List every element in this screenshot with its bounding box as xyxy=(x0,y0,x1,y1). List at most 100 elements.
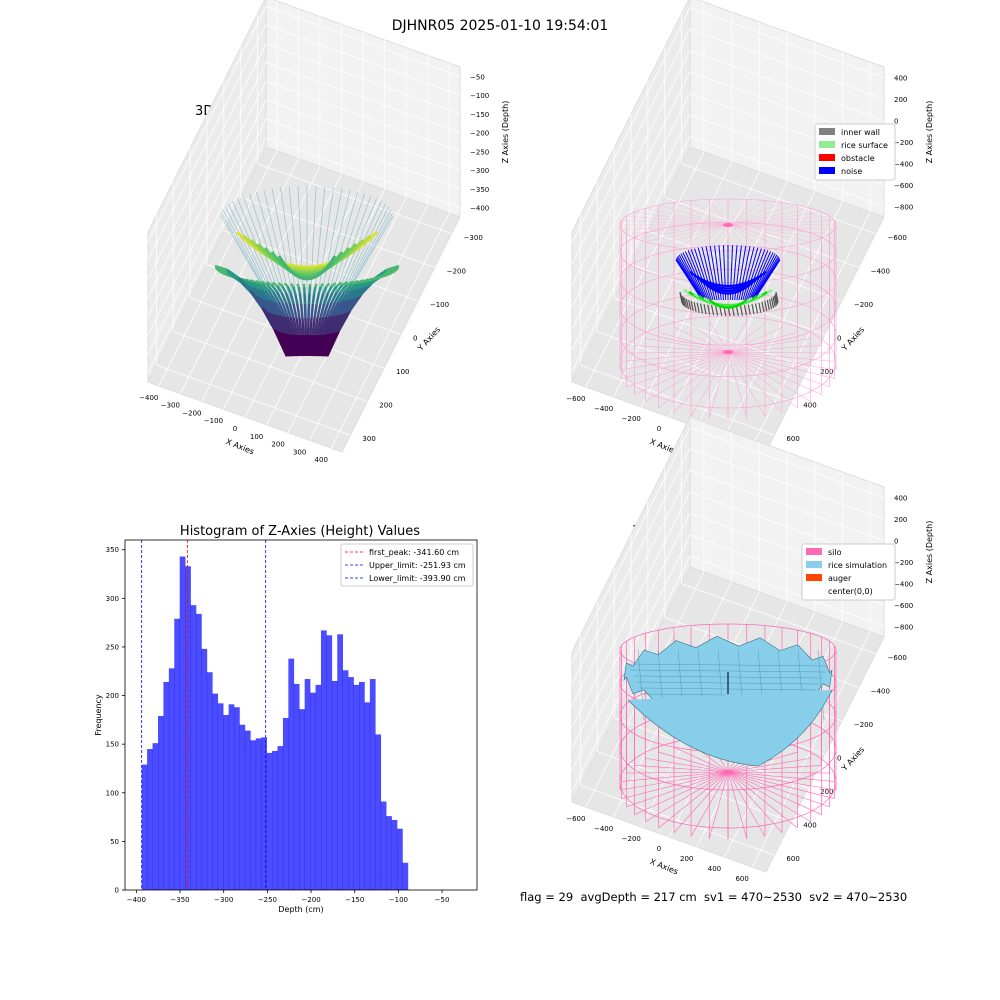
sim-silo-base-spoke xyxy=(673,746,729,773)
hist-bar xyxy=(228,704,235,890)
cls-silo-base-spoke xyxy=(645,337,729,353)
raw-surface-strip xyxy=(294,293,299,304)
hist-legend-label: Lower_limit: -393.90 cm xyxy=(369,574,466,583)
hist-bar xyxy=(277,746,284,890)
hist-ytick-label: 150 xyxy=(106,741,119,749)
sim-legend-box xyxy=(801,543,896,601)
raw-surface-strip xyxy=(249,290,264,309)
cls-center-mark xyxy=(723,350,733,354)
hist-bar xyxy=(331,680,338,890)
raw-grid-z xyxy=(147,5,461,242)
cls-ytick-label: −200 xyxy=(854,301,873,309)
cls-silo-base-spoke xyxy=(673,326,729,353)
hist-bar xyxy=(266,752,273,890)
hist-bar xyxy=(179,556,186,890)
raw-grid-z xyxy=(147,99,461,336)
sim-silo-base-spoke xyxy=(621,771,729,799)
cls-silo-top-spoke xyxy=(727,224,798,246)
cls-silo-base-spoke xyxy=(727,351,822,395)
cls-legend-label: obstacle xyxy=(841,154,875,163)
raw-surface-strip xyxy=(271,300,281,317)
sim-rice-mesh xyxy=(630,669,826,673)
raw-surface-strip xyxy=(327,314,338,335)
hist-xtick-label: −200 xyxy=(301,896,320,904)
raw-surface-strip xyxy=(353,285,366,299)
raw-ztick-label: −100 xyxy=(470,92,489,100)
hist-bar xyxy=(288,658,295,890)
cls-silo-base-spoke xyxy=(645,351,729,402)
raw-surface-strip xyxy=(316,303,322,318)
raw-grid-z xyxy=(147,137,461,373)
raw-surface-strip xyxy=(278,315,289,335)
cls-silo-base-spoke xyxy=(727,351,783,413)
raw-surface-strip xyxy=(319,283,324,288)
hist-bar xyxy=(152,743,159,890)
sim-silo-base-spoke xyxy=(727,757,811,773)
cls-silo-top-spoke xyxy=(727,224,830,235)
sim-silo-base-spoke xyxy=(727,765,822,773)
raw-surface-strip xyxy=(315,316,322,335)
cls-legend-label: rice surface xyxy=(841,141,888,150)
cls-silo-base-spoke xyxy=(634,345,729,353)
raw-surface-strip xyxy=(289,333,299,357)
cls-xtick-label: 0 xyxy=(657,425,661,433)
cls-ytick-label: 600 xyxy=(786,435,799,443)
cls-wall-point xyxy=(696,302,700,313)
sim-silo-base-spoke xyxy=(626,771,729,808)
raw-surface-strip xyxy=(346,288,357,301)
cls-silo-base-spoke xyxy=(690,351,729,417)
hist-bar xyxy=(402,862,409,890)
raw-surface-strip xyxy=(289,292,295,304)
raw-ytick-label: 100 xyxy=(396,368,409,376)
status-line: flag = 29 avgDepth = 217 cm sv1 = 470~25… xyxy=(520,890,908,904)
raw-surface-strip xyxy=(276,314,287,335)
sim-silo-base-spoke xyxy=(621,771,729,782)
hist-bar xyxy=(190,605,197,890)
cls-silo-top-spoke xyxy=(658,224,729,246)
sim-legend-label: center(0,0) xyxy=(828,587,873,596)
raw-surface-strip xyxy=(330,282,337,288)
sim-silo-base-spoke xyxy=(727,771,830,808)
cls-wall-point xyxy=(747,304,751,315)
sim-ytick-label: 400 xyxy=(803,822,816,830)
sim-xtick-label: 200 xyxy=(680,855,693,863)
raw-surface-strip xyxy=(333,300,343,317)
cls-silo-base-spoke xyxy=(727,323,766,353)
hist-bar xyxy=(293,683,300,890)
sim-silo-base-spoke xyxy=(673,771,729,833)
raw-surface-strip xyxy=(256,282,266,292)
raw-surface-strip xyxy=(266,283,274,293)
sim-ytick-label: 0 xyxy=(837,755,841,763)
raw-surface-strip xyxy=(340,289,350,302)
sim-silo-base-spoke xyxy=(727,771,822,815)
raw-surface-strip xyxy=(314,334,323,357)
hist-xtick-label: −150 xyxy=(345,896,364,904)
cls-noise-point xyxy=(687,250,709,301)
cls-grid-z xyxy=(571,28,885,265)
hist-bar xyxy=(261,737,267,890)
cls-legend-swatch xyxy=(819,141,835,148)
raw-surface-strip xyxy=(276,291,284,304)
cls-wall-point xyxy=(774,294,778,305)
raw-xtick-label: −100 xyxy=(204,417,223,425)
raw-surface-strip xyxy=(344,283,353,292)
raw-surface-strip xyxy=(315,333,325,357)
figure-title: DJHNR05 2025-01-10 19:54:01 xyxy=(391,18,609,34)
raw-surface-strip xyxy=(326,291,334,304)
raw-surface-strip xyxy=(310,303,315,318)
sim-silo-base-spoke xyxy=(727,771,811,823)
cls-legend-swatch xyxy=(819,154,835,161)
cls-silo-base-spoke xyxy=(727,326,783,353)
cls-noise-point xyxy=(751,254,778,301)
sim-legend-swatch xyxy=(806,561,822,568)
raw-surface-strip xyxy=(317,333,327,357)
cls-ztick-label: −400 xyxy=(894,160,913,168)
raw-surface-strip xyxy=(289,316,297,335)
raw-grid-y xyxy=(240,196,435,268)
sim-silo-base-spoke xyxy=(658,771,729,829)
sim-silo-base-spoke xyxy=(626,771,729,774)
sim-grid-z xyxy=(571,470,885,706)
cls-silo-base-spoke xyxy=(727,331,798,353)
raw-surface-strip xyxy=(300,334,305,357)
sim-legend-swatch xyxy=(806,587,822,594)
